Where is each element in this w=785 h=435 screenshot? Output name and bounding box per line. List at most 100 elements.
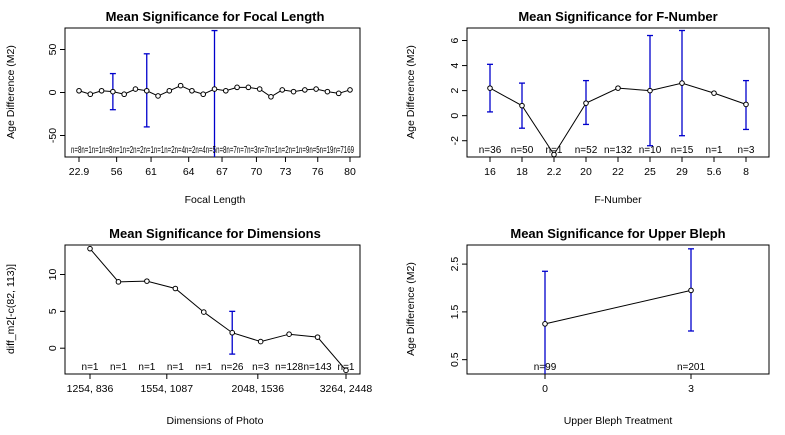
- f-number-title: Mean Significance for F-Number: [518, 9, 717, 24]
- mean-point: [519, 102, 525, 109]
- mean-point: [177, 82, 184, 89]
- f-number-x-axis-label: F-Number: [594, 194, 642, 206]
- x-tick-label: 3264, 2448: [320, 383, 373, 395]
- mean-point: [115, 279, 122, 285]
- mean-point: [132, 86, 139, 92]
- mean-point: [87, 91, 94, 98]
- x-tick-label: 1254, 836: [67, 383, 114, 395]
- y-tick-label: 6: [449, 37, 461, 43]
- mean-point: [286, 331, 292, 337]
- mean-point: [290, 88, 297, 95]
- mean-point: [200, 309, 207, 315]
- x-tick-label: 25: [644, 166, 656, 178]
- mean-point: [211, 86, 218, 92]
- mean-point: [279, 87, 286, 93]
- sample-size-label: n=1: [195, 362, 212, 373]
- sample-size-label: n=1: [110, 362, 127, 373]
- upper-bleph-panel: Mean Significance for Upper Bleph Upper …: [405, 226, 770, 427]
- mean-point: [711, 90, 717, 96]
- y-tick-label: 4: [449, 62, 461, 68]
- dimensions-panel: Mean Significance for Dimensions Dimensi…: [5, 226, 372, 427]
- y-tick-label: 5: [47, 308, 59, 314]
- mean-point: [200, 91, 207, 98]
- x-tick-label: 2048, 1536: [232, 383, 285, 395]
- sample-size-label: n=143: [304, 362, 333, 373]
- mean-point: [688, 287, 694, 294]
- mean-point: [335, 90, 342, 97]
- sample-size-label: n=1: [338, 362, 355, 373]
- mean-point: [234, 84, 240, 91]
- mean-point: [647, 87, 653, 94]
- mean-point: [76, 87, 82, 94]
- mean-point: [551, 151, 557, 158]
- mean-point: [110, 88, 116, 95]
- x-tick-label: 67: [216, 166, 228, 178]
- x-tick-label: 3: [688, 383, 694, 395]
- sample-size-label: n=50: [511, 145, 534, 156]
- f-number-plot-frame: [466, 27, 770, 158]
- sample-size-label: n=26: [221, 362, 244, 373]
- mean-line: [489, 82, 747, 156]
- upper-bleph-x-axis-label: Upper Bleph Treatment: [564, 415, 673, 427]
- mean-point: [542, 321, 548, 327]
- sample-size-label: n=1: [167, 362, 184, 373]
- mean-point: [324, 88, 331, 95]
- y-tick-label: 0: [47, 89, 59, 95]
- y-tick-label: 1.5: [449, 304, 461, 319]
- y-tick-label: 50: [47, 44, 59, 56]
- sample-size-label: n=128: [275, 362, 304, 373]
- x-tick-label: 56: [111, 166, 123, 178]
- dimensions-plot-frame: [64, 244, 361, 375]
- sample-size-label: n=36: [479, 145, 502, 156]
- y-tick-label: 0: [47, 345, 59, 351]
- mean-point: [743, 101, 749, 108]
- y-tick-label: 10: [47, 268, 59, 280]
- mean-point: [121, 91, 127, 98]
- y-tick-label: -2: [449, 136, 461, 145]
- upper-bleph-plot-frame: [466, 244, 770, 375]
- mean-point: [487, 85, 493, 91]
- mean-point: [245, 84, 252, 91]
- x-tick-label: 22.9: [69, 166, 90, 178]
- focal-length-title: Mean Significance for Focal Length: [106, 9, 325, 24]
- x-tick-label: 16: [484, 166, 496, 178]
- dimensions-title: Mean Significance for Dimensions: [109, 226, 321, 241]
- mean-point: [313, 86, 319, 92]
- dimensions-y-axis-label: diff_m2[-c(82, 113)]: [5, 264, 17, 354]
- x-tick-label: 80: [344, 166, 356, 178]
- y-tick-label: -50: [47, 128, 59, 143]
- sample-size-label: n=201: [677, 362, 706, 373]
- x-tick-label: 1554, 1087: [141, 383, 194, 395]
- dimensions-x-axis-label: Dimensions of Photo: [167, 415, 264, 427]
- x-tick-label: 76: [312, 166, 324, 178]
- x-tick-label: 73: [280, 166, 292, 178]
- focal-length-x-axis-label: Focal Length: [185, 194, 246, 206]
- mean-point: [229, 329, 236, 336]
- mean-line: [89, 248, 347, 371]
- mean-point: [166, 87, 173, 94]
- x-tick-label: 64: [183, 166, 195, 178]
- x-tick-label: 20: [580, 166, 592, 178]
- mean-point: [98, 87, 105, 94]
- upper-bleph-y-axis-label: Age Difference (M2): [405, 262, 417, 356]
- mean-point: [615, 85, 621, 91]
- mean-point: [347, 87, 353, 93]
- y-tick-label: 0: [449, 113, 461, 119]
- mean-point: [268, 94, 274, 100]
- mean-point: [257, 338, 264, 345]
- y-tick-label: 2: [449, 88, 461, 94]
- x-tick-label: 0: [542, 383, 548, 395]
- sample-size-label: n=15: [671, 145, 694, 156]
- x-tick-label: 8: [743, 166, 749, 178]
- sample-size-label: n=1: [706, 145, 723, 156]
- sample-size-labels: n=8n=1n=1n=8n=1n=2n=2n=1n=1n=2n=4n=2n=4n…: [71, 145, 354, 156]
- y-tick-label: 2.5: [449, 257, 461, 272]
- f-number-y-axis-label: Age Difference (M2): [405, 45, 417, 139]
- mean-point: [87, 245, 93, 252]
- upper-bleph-title: Mean Significance for Upper Bleph: [510, 226, 725, 241]
- mean-point: [679, 80, 685, 86]
- sample-size-label: n=3: [738, 145, 755, 156]
- x-tick-label: 61: [145, 166, 157, 178]
- sample-size-label: n=10: [639, 145, 662, 156]
